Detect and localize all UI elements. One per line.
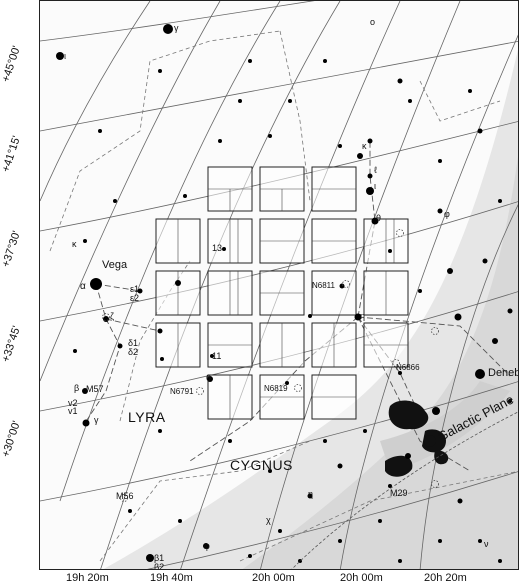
object-label-m56: M56 <box>116 491 134 501</box>
star-label-beta: β <box>74 383 80 393</box>
milky-way-core <box>242 155 518 569</box>
sky-map-svg <box>40 1 518 569</box>
star-label-gamma: γ <box>94 415 99 425</box>
star-label-delta1: δ1 <box>128 338 139 348</box>
star-label-vega: Vega <box>102 259 128 271</box>
ra-label-1940: 19h 40m <box>150 572 193 584</box>
object-label-ngc6811: N6811 <box>312 281 335 290</box>
star-label-phi: φ <box>444 209 450 219</box>
star-label-theta: θ <box>376 213 382 223</box>
object-label-ngc6791: N6791 <box>170 387 194 396</box>
constellation-boundaries <box>49 30 518 562</box>
star-label-omicron: ο <box>370 17 376 27</box>
ra-label-1920: 19h 20m <box>66 572 109 584</box>
dark-nebulae <box>385 400 449 477</box>
star-label-v2: v2 <box>68 398 78 408</box>
star-label-11: 11 <box>212 351 222 361</box>
star-label-eta: η <box>360 311 366 321</box>
dec-label-41: +41°15' <box>0 134 23 174</box>
object-label-m57: M57 <box>86 384 104 394</box>
star-label-lambda: ℓ <box>374 165 377 175</box>
star-label-v1: v1 <box>68 406 78 416</box>
ra-label-2000a: 20h 00m <box>252 572 295 584</box>
dec-label-37: +37°30' <box>0 229 23 269</box>
dec-label-30: +30°00' <box>0 419 23 459</box>
object-label-ngc6819: N6819 <box>264 384 288 393</box>
star-label-beta2: β2 <box>154 562 165 570</box>
star-label-nu: ν <box>484 539 489 549</box>
star-label-kappa-cyg: κ <box>362 141 367 151</box>
stars <box>56 24 513 563</box>
star-label-epsilon2: ε2 <box>130 293 140 303</box>
constellation-label-cygnus: CYGNUS <box>230 457 293 473</box>
galactic-plane-line <box>291 411 518 569</box>
star-label-eta-low: η <box>308 489 314 499</box>
star-label-iota: ι <box>64 51 66 61</box>
star-label-delta2: δ2 <box>128 347 139 357</box>
ra-label-2000b: 20h 00m <box>340 572 383 584</box>
star-label-13: 13 <box>212 243 223 253</box>
star-label-kappa: κ <box>72 239 77 249</box>
ra-label-2020: 20h 20m <box>424 572 467 584</box>
star-label-zeta: ζ <box>110 311 114 321</box>
star-label-alpha: α <box>80 281 86 292</box>
dec-label-45: +45°00' <box>0 44 23 84</box>
star-label-epsilon1: ε1 <box>130 284 140 294</box>
star-label-phi-low: φ <box>204 541 210 551</box>
star-label-beta1: β1 <box>154 553 165 563</box>
star-label-iota-cyg: ι <box>374 181 376 191</box>
object-label-ngc6866: N6866 <box>396 363 420 372</box>
fov-subdivisions <box>177 188 408 419</box>
constellation-label-lyra: LYRA <box>128 409 166 425</box>
object-label-m29: M29 <box>390 488 408 498</box>
star-label-theta-lyr: θ <box>206 373 212 383</box>
dec-label-33: +33°45' <box>0 324 23 364</box>
milky-way-patch <box>380 381 510 471</box>
star-label-chi: χ <box>266 515 271 525</box>
chart-frame: Vega α ε1 ε2 δ1 δ2 ζ β γ v2 v1 κ ι γ 13 … <box>39 0 519 570</box>
deep-sky-objects <box>102 229 439 502</box>
star-label-gamma-top: γ <box>174 23 179 33</box>
star-label-deneb: Deneb <box>488 367 519 379</box>
